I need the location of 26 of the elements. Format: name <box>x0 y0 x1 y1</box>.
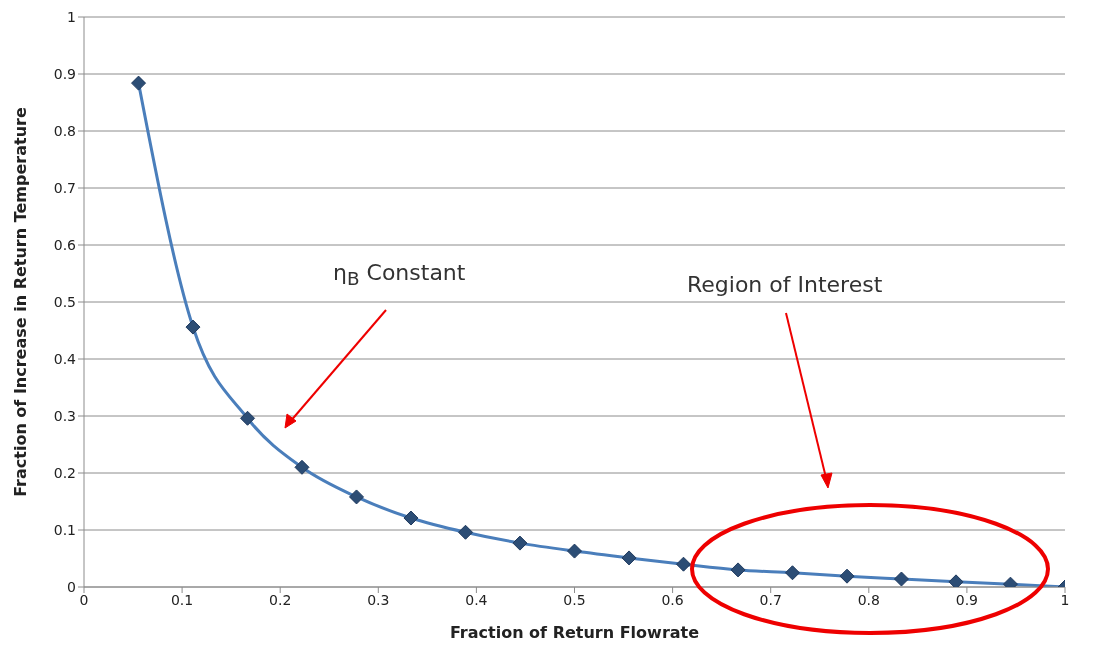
y-tick-label: 0.2 <box>53 464 76 481</box>
y-axis-title: Fraction of Increase in Return Temperature <box>10 107 30 497</box>
y-tick-label: 0.5 <box>53 293 76 310</box>
y-tick-label: 0 <box>67 578 76 595</box>
y-tick-label: 0.3 <box>53 407 76 424</box>
x-tick-label: 0 <box>79 591 89 608</box>
y-tick-label: 0.7 <box>53 179 76 196</box>
x-tick-label: 0.5 <box>563 591 586 608</box>
y-tick-label: 1 <box>67 8 76 25</box>
x-tick-label: 0.7 <box>759 591 782 608</box>
x-tick-label: 0.6 <box>661 591 684 608</box>
annotation: Region of Interest <box>687 272 883 297</box>
x-tick-label: 0.8 <box>857 591 880 608</box>
y-tick-label: 0.1 <box>53 521 76 538</box>
x-tick-label: 0.3 <box>367 591 390 608</box>
y-tick-label: 0.8 <box>53 122 76 139</box>
annotation: η$_{B}$ Constant <box>333 260 466 290</box>
y-tick-label: 0.9 <box>53 65 76 82</box>
x-tick-label: 0.4 <box>465 591 488 608</box>
x-tick-label: 1 <box>1060 591 1070 608</box>
x-tick-label: 0.1 <box>170 591 194 608</box>
y-tick-label: 0.4 <box>53 350 77 367</box>
x-tick-label: 0.9 <box>955 591 979 608</box>
y-tick-label: 0.6 <box>53 236 77 253</box>
x-tick-label: 0.2 <box>269 591 292 608</box>
x-axis-title: Fraction of Return Flowrate <box>449 623 700 642</box>
